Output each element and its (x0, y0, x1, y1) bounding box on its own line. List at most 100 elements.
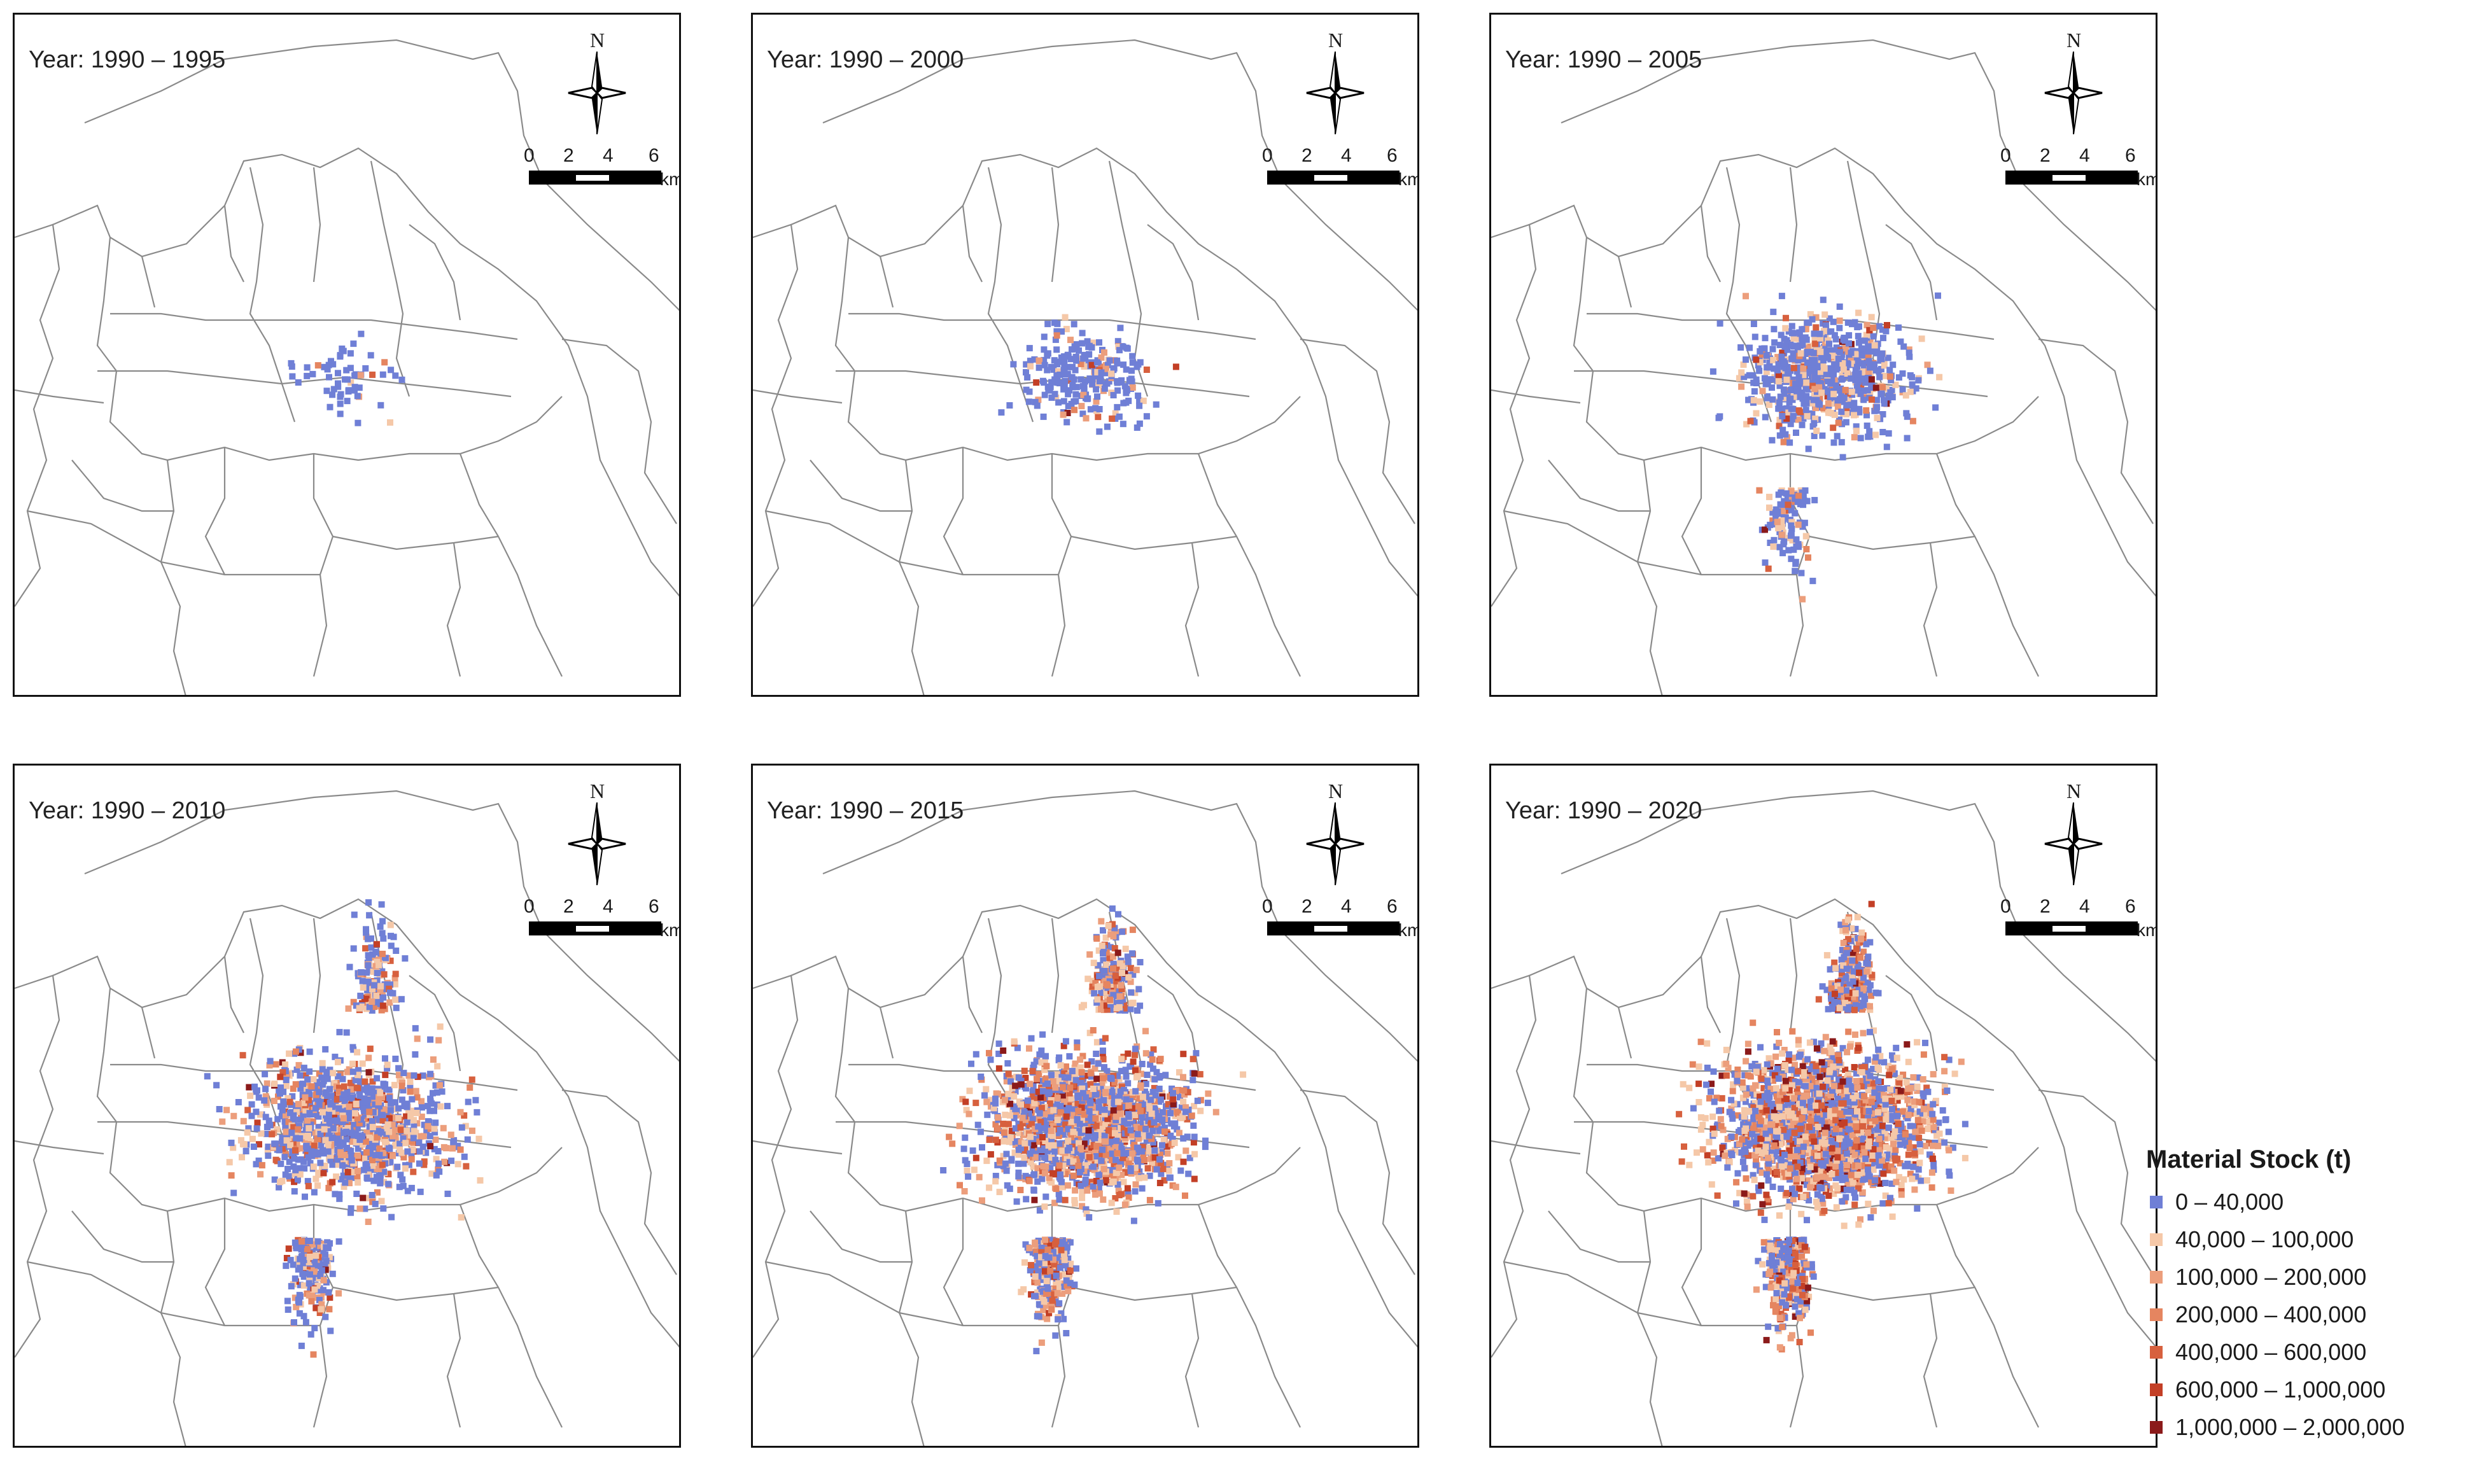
stock-cell (1049, 1078, 1056, 1085)
stock-cell (1907, 388, 1914, 395)
stock-cell (1080, 391, 1087, 398)
stock-cell (1068, 1078, 1075, 1085)
stock-cell (1869, 348, 1876, 355)
stock-cell (1034, 1178, 1041, 1185)
stock-cell (344, 398, 351, 405)
stock-cell (1767, 355, 1774, 362)
stock-cell (1095, 1137, 1102, 1144)
stock-cell (1098, 942, 1105, 949)
stock-cell (992, 1100, 999, 1107)
scale-tick: 2 (2040, 145, 2051, 166)
stock-cell (1065, 353, 1072, 360)
stock-cell (389, 990, 396, 997)
stock-cell (1799, 497, 1806, 504)
stock-cell (1054, 1290, 1061, 1297)
stock-cell (1803, 397, 1809, 404)
stock-cell (365, 1219, 372, 1225)
stock-cell (284, 1071, 291, 1078)
stock-cell (1013, 1198, 1020, 1205)
stock-cell (1095, 414, 1102, 421)
stock-cell (295, 1156, 302, 1163)
stock-cell (318, 1074, 325, 1081)
stock-cell (965, 1110, 972, 1117)
stock-cell (1169, 1182, 1176, 1189)
stock-cell (996, 1189, 1003, 1196)
stock-cell (1048, 379, 1055, 386)
scale-unit: km (1398, 169, 1417, 189)
stock-cell (1002, 1111, 1009, 1118)
stock-cell (1072, 354, 1079, 361)
stock-cell (1807, 365, 1814, 372)
stock-cell (1151, 1076, 1158, 1083)
stock-cell (1780, 386, 1787, 393)
stock-cell (361, 1095, 368, 1102)
stock-cell (326, 1128, 333, 1135)
stock-cell (1068, 1118, 1075, 1125)
stock-cell (277, 1084, 284, 1091)
stock-cell (381, 1106, 388, 1113)
stock-cell (230, 1189, 237, 1196)
stock-cell (361, 1205, 368, 1212)
stock-cell (1067, 1239, 1074, 1246)
stock-cell (1045, 1084, 1052, 1091)
stock-cell (1892, 381, 1899, 388)
stock-cell (1196, 1071, 1203, 1078)
stock-cell (1169, 1135, 1176, 1142)
stock-cell (1177, 1167, 1184, 1174)
stock-cell (1781, 342, 1788, 349)
stock-cell (1172, 1184, 1179, 1191)
stock-cell (1151, 1154, 1158, 1161)
stock-cell (1774, 354, 1781, 361)
stock-cell (1064, 1147, 1071, 1154)
stock-cell (1057, 1175, 1064, 1182)
stock-cell (1007, 1075, 1014, 1082)
stock-cell (1052, 336, 1059, 343)
stock-cell (1029, 1116, 1036, 1123)
stock-cell (1027, 358, 1034, 365)
stock-cell (1113, 977, 1120, 984)
stock-cell (412, 1088, 419, 1095)
stock-cell (348, 1133, 355, 1140)
stock-cell (1792, 510, 1799, 517)
stock-cell (1078, 1116, 1085, 1123)
stock-cell (1831, 361, 1838, 368)
stock-cell (1096, 1190, 1103, 1197)
stock-cell (386, 1095, 393, 1102)
scale-tick: 6 (649, 896, 659, 917)
stock-cell (326, 1105, 332, 1112)
stock-cell (1137, 1084, 1144, 1091)
stock-cell (1114, 338, 1121, 345)
district-boundary (1573, 237, 2039, 461)
stock-cell (1092, 405, 1099, 412)
stock-cell (1104, 982, 1111, 989)
district-boundary (898, 1210, 925, 1446)
stock-cell (1855, 349, 1862, 356)
stock-cell (986, 1096, 993, 1103)
stock-cell (1086, 351, 1092, 358)
stock-cell (329, 1161, 336, 1168)
stock-cell (1055, 1261, 1062, 1268)
stock-cell (1872, 367, 1879, 374)
stock-cell (1046, 1236, 1053, 1243)
stock-cell (323, 388, 330, 395)
stock-cell (1818, 381, 1824, 388)
stock-cell (1100, 927, 1106, 934)
stock-cell (1184, 1116, 1191, 1123)
north-arrow: N (562, 29, 632, 137)
stock-cell (366, 1123, 373, 1130)
stock-cell (408, 1156, 415, 1163)
stock-cell (1000, 1137, 1007, 1144)
stock-cell (1112, 988, 1119, 995)
stock-cell (1767, 540, 1774, 546)
stock-cell (1866, 428, 1873, 435)
stock-cell (379, 1094, 386, 1101)
stock-cell (1127, 1127, 1134, 1134)
stock-cell (400, 1182, 407, 1189)
stock-cell (345, 1115, 352, 1122)
stock-cell (310, 1163, 317, 1170)
stock-cell (1072, 1070, 1079, 1077)
stock-cell (399, 1176, 406, 1183)
stock-cell (1166, 1174, 1173, 1181)
stock-cell (376, 1152, 383, 1159)
stock-cell (340, 1091, 347, 1098)
